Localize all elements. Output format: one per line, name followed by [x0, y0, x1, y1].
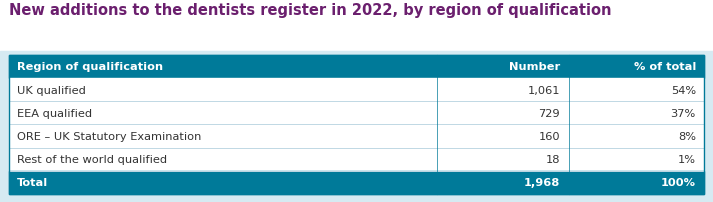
Bar: [436, 102, 569, 125]
Bar: [436, 79, 569, 102]
Bar: [436, 56, 569, 79]
Text: New additions to the dentists register in 2022, by region of qualification: New additions to the dentists register i…: [9, 3, 611, 18]
Bar: [569, 102, 704, 125]
Text: 1%: 1%: [678, 154, 696, 164]
Bar: [569, 79, 704, 102]
Bar: [9, 102, 436, 125]
Bar: [436, 125, 569, 148]
Bar: [9, 125, 436, 148]
Bar: [9, 148, 436, 171]
Bar: [9, 56, 704, 194]
Text: Region of qualification: Region of qualification: [17, 62, 163, 72]
Text: EEA qualified: EEA qualified: [17, 108, 92, 118]
Text: 160: 160: [538, 131, 560, 141]
Text: 729: 729: [538, 108, 560, 118]
Text: % of total: % of total: [634, 62, 696, 72]
Bar: [569, 56, 704, 79]
Text: 37%: 37%: [671, 108, 696, 118]
Bar: [0, 52, 713, 202]
Text: UK qualified: UK qualified: [17, 85, 86, 95]
Text: Number: Number: [509, 62, 560, 72]
Text: 1,061: 1,061: [528, 85, 560, 95]
Text: 1,968: 1,968: [524, 177, 560, 187]
Text: 100%: 100%: [661, 177, 696, 187]
Bar: [436, 148, 569, 171]
Bar: [436, 171, 569, 194]
Bar: [569, 171, 704, 194]
Text: 8%: 8%: [678, 131, 696, 141]
Text: 54%: 54%: [671, 85, 696, 95]
Text: ORE – UK Statutory Examination: ORE – UK Statutory Examination: [17, 131, 202, 141]
Bar: [9, 79, 436, 102]
Text: Rest of the world qualified: Rest of the world qualified: [17, 154, 168, 164]
Text: 18: 18: [545, 154, 560, 164]
Bar: [569, 125, 704, 148]
Bar: [9, 56, 436, 79]
Bar: [9, 171, 436, 194]
Bar: [569, 148, 704, 171]
Text: Total: Total: [17, 177, 48, 187]
